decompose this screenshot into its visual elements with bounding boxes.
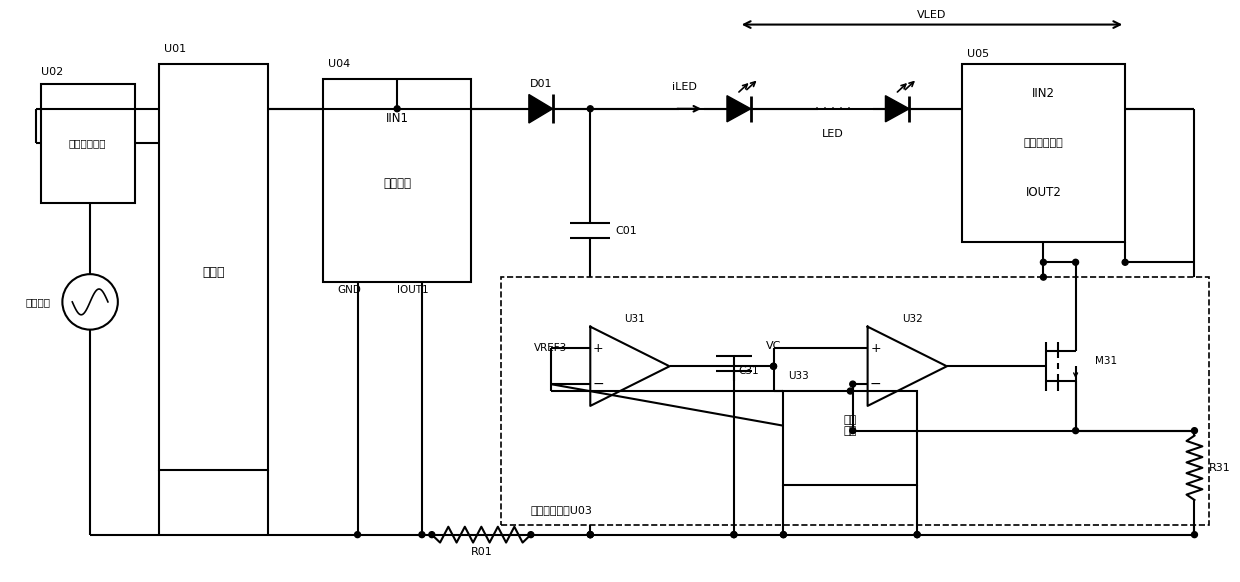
Circle shape (429, 532, 435, 538)
Circle shape (1040, 260, 1047, 265)
Text: 可控硅调光器: 可控硅调光器 (69, 139, 107, 148)
Text: IIN1: IIN1 (386, 112, 409, 125)
Text: R31: R31 (1209, 463, 1231, 473)
Text: GND: GND (337, 285, 362, 295)
Text: 恒流控制电路U03: 恒流控制电路U03 (531, 505, 593, 515)
Bar (501, 277, 1209, 525)
Text: −: − (869, 377, 882, 391)
Circle shape (1192, 532, 1198, 538)
Text: IIN2: IIN2 (1032, 87, 1055, 101)
Text: R01: R01 (470, 548, 492, 558)
Circle shape (1040, 274, 1047, 280)
Circle shape (419, 532, 425, 538)
Circle shape (849, 428, 856, 434)
Text: +: + (870, 342, 880, 355)
Text: IOUT1: IOUT1 (397, 285, 429, 295)
Text: M31: M31 (1095, 356, 1117, 366)
Bar (784, 391, 918, 485)
Circle shape (849, 381, 856, 387)
Polygon shape (590, 327, 670, 406)
Circle shape (1122, 260, 1128, 265)
Text: +: + (593, 342, 604, 355)
Circle shape (730, 532, 737, 538)
Circle shape (1192, 428, 1198, 434)
Bar (41, 84, 135, 203)
Text: U01: U01 (165, 44, 186, 54)
Text: 交流输入: 交流输入 (26, 297, 51, 307)
Text: VC: VC (766, 342, 781, 352)
Circle shape (770, 363, 776, 369)
Text: D01: D01 (529, 79, 552, 89)
Circle shape (730, 532, 737, 538)
Text: LED: LED (822, 129, 844, 139)
Text: U02: U02 (41, 67, 63, 77)
Text: U04: U04 (327, 59, 350, 69)
Text: U31: U31 (625, 314, 645, 324)
Text: 纹波消除电路: 纹波消除电路 (1023, 139, 1063, 148)
Circle shape (588, 532, 593, 538)
Circle shape (588, 532, 593, 538)
Text: 整流桥: 整流桥 (202, 265, 226, 279)
Bar (322, 79, 471, 282)
Text: U33: U33 (789, 371, 810, 381)
Text: 钳位
电路: 钳位 电路 (843, 415, 857, 436)
Text: C31: C31 (739, 366, 759, 376)
Text: −: − (593, 377, 604, 391)
Circle shape (528, 532, 534, 538)
Circle shape (914, 532, 920, 538)
Circle shape (588, 106, 593, 112)
Text: · · · · ·: · · · · · (815, 102, 851, 115)
Circle shape (770, 363, 776, 369)
Polygon shape (885, 95, 909, 122)
Text: U32: U32 (901, 314, 923, 324)
Bar (160, 64, 268, 470)
Circle shape (914, 532, 920, 538)
Text: C01: C01 (615, 226, 637, 236)
Text: 泄放电路: 泄放电路 (383, 176, 412, 190)
Circle shape (780, 532, 786, 538)
Polygon shape (727, 95, 750, 122)
Polygon shape (868, 327, 947, 406)
Polygon shape (529, 94, 553, 123)
Circle shape (780, 532, 786, 538)
Circle shape (847, 388, 853, 394)
Text: IOUT2: IOUT2 (1025, 186, 1061, 200)
Bar (962, 64, 1125, 243)
Circle shape (1073, 428, 1079, 434)
Text: VLED: VLED (918, 10, 946, 20)
Circle shape (355, 532, 361, 538)
Text: U05: U05 (967, 49, 988, 59)
Circle shape (1073, 260, 1079, 265)
Text: iLED: iLED (672, 82, 697, 92)
Circle shape (394, 106, 401, 112)
Circle shape (588, 532, 593, 538)
Text: VREF3: VREF3 (534, 343, 567, 353)
